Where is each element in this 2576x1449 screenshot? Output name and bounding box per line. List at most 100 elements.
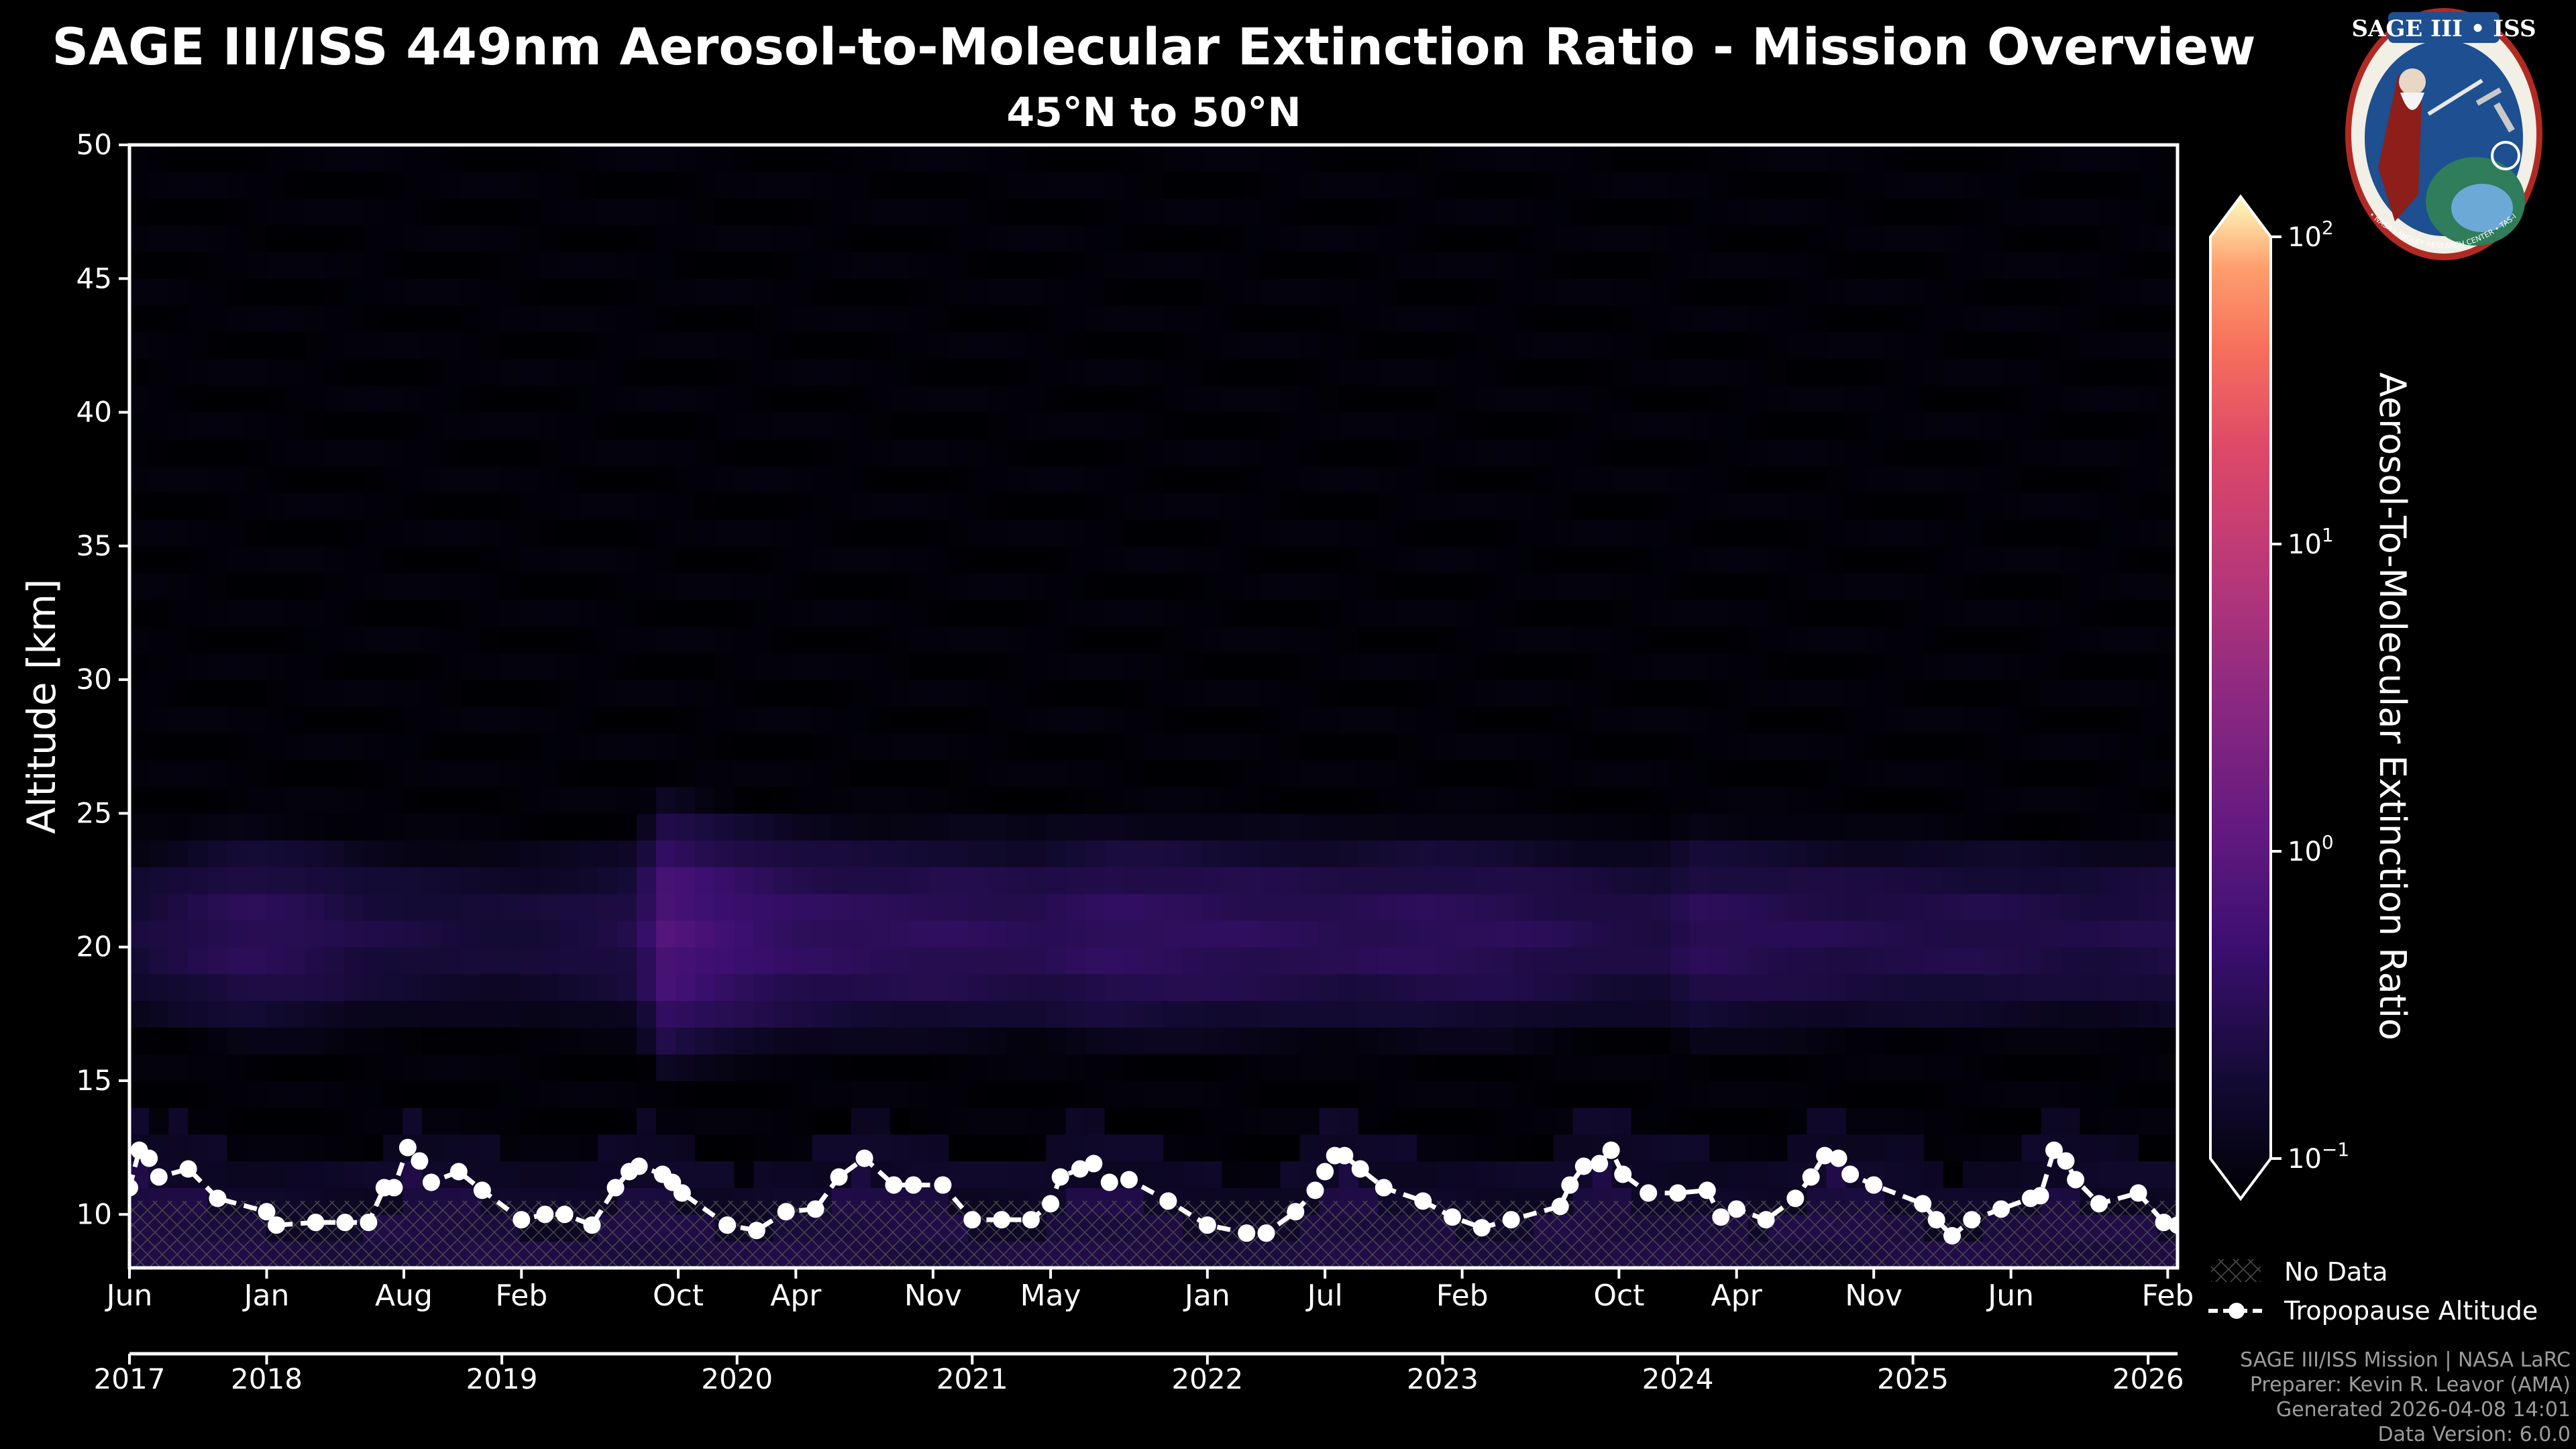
heatmap-cell [1260, 733, 1281, 761]
heatmap-cell [324, 840, 345, 867]
heatmap-cell [1592, 412, 1613, 440]
heatmap-cell [1202, 225, 1222, 253]
heatmap-cell [1085, 786, 1106, 814]
heatmap-cell [2099, 706, 2120, 734]
heatmap-cell [773, 680, 794, 707]
tropopause-marker [1120, 1171, 1138, 1189]
heatmap-cell [1397, 973, 1417, 1002]
heatmap-cell [890, 225, 910, 253]
heatmap-cell [1319, 867, 1340, 894]
tropopause-series [129, 1138, 2178, 1245]
heatmap-cell [1904, 572, 1925, 600]
heatmap-cell [1495, 252, 1515, 279]
heatmap-cell [1982, 680, 2002, 707]
heatmap-cell [910, 198, 930, 226]
heatmap-cell [1787, 840, 1808, 867]
heatmap-cell [1026, 519, 1047, 547]
heatmap-cell [285, 225, 306, 253]
heatmap-cell [1534, 492, 1554, 520]
heatmap-cell [324, 225, 345, 253]
heatmap-cell [1963, 145, 1983, 172]
heatmap-cell [812, 332, 833, 360]
heatmap-cell [831, 171, 852, 199]
legend: No Data Tropopause Altitude [2208, 1257, 2538, 1326]
heatmap-cell [285, 1081, 306, 1108]
heatmap-cell [363, 225, 384, 253]
heatmap-cell [1709, 278, 1729, 306]
heatmap-cell [949, 305, 969, 333]
heatmap-cell [558, 653, 579, 680]
heatmap-cell [2002, 412, 2022, 440]
heatmap-cell [1124, 492, 1144, 520]
heatmap-cell [773, 545, 794, 574]
heatmap-cell [402, 786, 423, 814]
heatmap-cell [1319, 813, 1340, 841]
heatmap-cell [910, 278, 930, 306]
heatmap-cell [1826, 278, 1847, 306]
heatmap-cell [1943, 1134, 1964, 1162]
heatmap-cell [207, 626, 227, 653]
heatmap-cell [1377, 680, 1398, 707]
heatmap-cell [1826, 653, 1847, 680]
heatmap-cell [382, 332, 403, 360]
heatmap-cell [1222, 920, 1242, 948]
heatmap-cell [1845, 867, 1866, 894]
heatmap-cell [929, 305, 949, 333]
heatmap-cell [558, 305, 579, 333]
heatmap-cell [1534, 840, 1554, 867]
heatmap-cell [1807, 680, 1827, 707]
heatmap-cell [695, 653, 715, 680]
heatmap-cell [1319, 973, 1340, 1002]
heatmap-cell [1436, 653, 1456, 680]
heatmap-cell [1456, 519, 1476, 547]
heatmap-cell [1065, 358, 1086, 386]
heatmap-cell [2099, 572, 2120, 600]
heatmap-cell [1319, 894, 1340, 921]
heatmap-cell [2041, 278, 2061, 306]
heatmap-cell [1768, 278, 1788, 306]
heatmap-cell [1943, 1161, 1964, 1189]
heatmap-cell [207, 358, 227, 386]
heatmap-cell [1319, 786, 1340, 814]
heatmap-cell [500, 278, 521, 306]
heatmap-cell [1260, 626, 1281, 653]
heatmap-cell [1046, 171, 1067, 199]
heatmap-cell [441, 973, 462, 1002]
heatmap-cell [168, 252, 189, 279]
heatmap-cell [1222, 385, 1242, 413]
heatmap-cell [1884, 867, 1905, 894]
heatmap-cell [266, 412, 286, 440]
heatmap-cell [1768, 759, 1788, 788]
heatmap-cell [773, 198, 794, 226]
heatmap-cell [695, 545, 715, 574]
tropopause-marker [1551, 1197, 1569, 1216]
heatmap-cell [1650, 412, 1671, 440]
heatmap-cell [1456, 439, 1476, 466]
heatmap-cell [1729, 171, 1749, 199]
heatmap-cell [1709, 626, 1729, 653]
heatmap-cell [1495, 305, 1515, 333]
heatmap-cell [1924, 385, 1944, 413]
heatmap-cell [1572, 572, 1593, 600]
heatmap-cell [1026, 786, 1047, 814]
heatmap-cell [1397, 920, 1417, 948]
heatmap-cell [636, 1081, 657, 1108]
heatmap-cell [714, 439, 735, 466]
heatmap-cell [597, 733, 618, 761]
heatmap-cell [2041, 358, 2061, 386]
heatmap-cell [1436, 572, 1456, 600]
heatmap-cell [227, 385, 248, 413]
heatmap-cell [831, 1054, 852, 1081]
heatmap-cell [616, 759, 637, 788]
heatmap-cell [773, 385, 794, 413]
heatmap-cell [168, 545, 189, 574]
heatmap-cell [1768, 466, 1788, 493]
heatmap-cell [1124, 786, 1144, 814]
heatmap-cell [1709, 385, 1729, 413]
heatmap-cell [1904, 545, 1925, 574]
heatmap-cell [1299, 813, 1320, 841]
heatmap-cell [1592, 626, 1613, 653]
heatmap-cell [1729, 840, 1749, 867]
heatmap-cell [1436, 412, 1456, 440]
tropopause-marker [398, 1138, 417, 1157]
